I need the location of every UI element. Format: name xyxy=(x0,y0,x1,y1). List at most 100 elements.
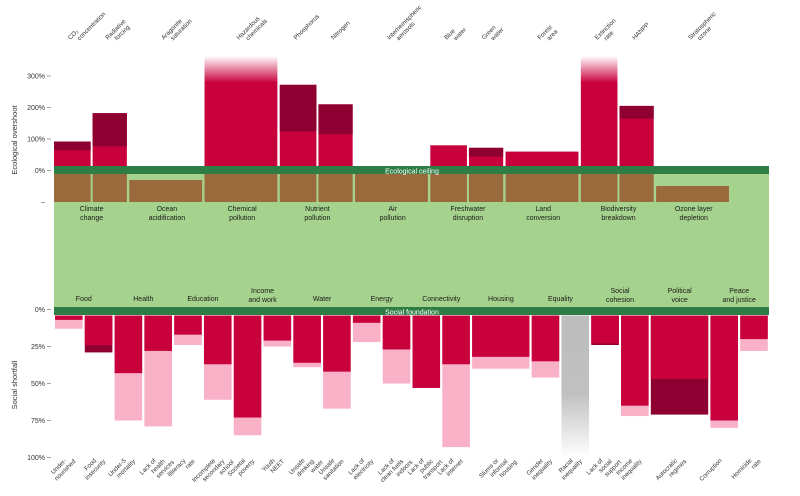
overshoot-bar-dark-segment xyxy=(279,84,317,132)
eco-indicator-label: Hazardouschemicals xyxy=(235,13,269,47)
boundary-pressure-block xyxy=(204,174,278,202)
boundary-pressure-block xyxy=(279,174,317,202)
social-indicator-label: YouthNEET xyxy=(261,453,286,478)
social-y-tick-label: 50% xyxy=(31,381,45,388)
eco-boundary-name: pollution xyxy=(304,215,330,222)
eco-boundary-name: Air xyxy=(388,206,397,213)
eco-boundary-name: conversion xyxy=(526,215,560,222)
social-indicator-label: Lack ofpublictransport xyxy=(407,449,445,487)
social-indicator-label: Autocraticregimes xyxy=(655,453,689,487)
social-indicator-label: Homiciderate xyxy=(730,453,763,486)
social-dimension-name: Education xyxy=(187,296,218,303)
shortfall-bar xyxy=(233,315,262,418)
social-indicator-label: Under-5mortality xyxy=(107,453,138,484)
social-foundation-band xyxy=(54,307,769,315)
eco-y-tick-label: 100% xyxy=(27,137,45,144)
eco-boundary-name: depletion xyxy=(680,215,709,222)
shortfall-bar xyxy=(114,315,143,374)
social-indicator-label-line: Homicide xyxy=(730,457,754,481)
overshoot-bar-faded-top xyxy=(204,56,278,83)
boundary-bands: Ecological ceiling Social foundation xyxy=(54,166,769,317)
shortfall-bar xyxy=(323,315,351,372)
shortfall-bar xyxy=(591,315,619,344)
shortfall-bar-gray xyxy=(561,315,590,458)
boundary-pressure-block xyxy=(468,174,504,202)
social-indicator-label: Lack ofinternet xyxy=(436,453,464,481)
eco-boundary-name: Nutrient xyxy=(305,206,330,213)
boundary-pressure-block xyxy=(580,174,618,202)
social-indicator-label: Slums orinformalhousing xyxy=(478,449,519,490)
shortfall-bar xyxy=(293,315,321,363)
eco-boundary-name: Ozone layer xyxy=(675,206,713,213)
boundary-pressure-block xyxy=(505,174,579,202)
shortfall-bar xyxy=(531,315,560,362)
eco-y-tick-below-ceiling: – xyxy=(41,199,45,206)
boundary-pressure-block xyxy=(656,186,729,202)
shortfall-bar xyxy=(472,315,530,357)
social-dimension-name: Peace xyxy=(729,288,749,295)
shortfall-bar xyxy=(144,315,172,351)
social-indicator-label: Incomeinequality xyxy=(615,453,644,482)
shortfall-bar xyxy=(382,315,411,350)
eco-indicator-label: Phosphorus xyxy=(293,13,321,41)
shortfall-bar xyxy=(84,315,113,346)
social-dimension-name: Water xyxy=(313,296,332,303)
shortfall-bar xyxy=(621,315,649,406)
eco-indicator-label: Radiativeforcing xyxy=(104,18,133,47)
social-indicator-label: Under-nourished xyxy=(48,453,78,483)
social-indicator-label: Corruption xyxy=(698,457,724,483)
social-indicator-label: Lack ofhealthservices xyxy=(139,449,176,486)
shortfall-bar xyxy=(650,315,709,380)
social-y-tick-label: 0% xyxy=(35,307,45,314)
eco-indicator-label: HANPP xyxy=(631,21,651,41)
eco-boundary-name: disruption xyxy=(453,215,483,222)
overshoot-bar xyxy=(505,151,579,171)
eco-boundary-name: Freshwater xyxy=(450,206,486,213)
social-indicator-label: Societalpoverty xyxy=(226,453,256,483)
social-indicator-label: Lack ofsocialsupport xyxy=(585,449,623,487)
social-dimension-name: Equality xyxy=(548,296,573,303)
overshoot-bar-dark-segment xyxy=(619,105,654,119)
eco-y-tick-label: 300% xyxy=(27,74,45,81)
overshoot-bar xyxy=(580,82,618,171)
overshoot-bar-dark-segment xyxy=(54,141,91,151)
shortfall-bar xyxy=(740,315,768,340)
shortfall-bar xyxy=(710,315,739,421)
shortfall-bar xyxy=(412,315,441,388)
boundary-pressure-block xyxy=(54,174,91,202)
boundary-pressure-block xyxy=(430,174,467,202)
eco-boundary-name: Biodiversity xyxy=(601,206,637,213)
social-dimension-name: and work xyxy=(248,297,277,304)
eco-boundary-name: acidification xyxy=(149,215,186,222)
social-indicator-label-line: rate xyxy=(750,458,763,471)
boundary-pressure-block xyxy=(355,174,428,202)
social-indicator-label: Genderinequality xyxy=(525,453,554,482)
eco-indicator-label: Stratosphericozone xyxy=(687,11,723,47)
eco-indicator-label: Extinctionrate xyxy=(594,17,623,46)
ecological-ceiling-label: Ecological ceiling xyxy=(385,169,439,176)
shortfall-bar xyxy=(203,315,232,365)
shortfall-bar xyxy=(174,315,202,335)
axes-layer: Ecological overshoot Social shortfall – … xyxy=(10,74,51,462)
eco-y-tick-label: 200% xyxy=(27,105,45,112)
social-foundation-label: Social foundation xyxy=(385,310,439,317)
eco-boundary-name: Chemical xyxy=(228,206,258,213)
social-dimension-name: voice xyxy=(671,297,687,304)
eco-indicator-label: Bluewater xyxy=(443,22,468,47)
eco-boundary-name: pollution xyxy=(380,215,406,222)
shortfall-bar xyxy=(55,315,83,320)
eco-indicator-label: CO₂concentration xyxy=(67,6,108,47)
social-dimension-name: Social xyxy=(611,288,631,295)
eco-y-tick-label: 0% xyxy=(35,168,45,175)
eco-indicator-label-line: water xyxy=(452,26,468,42)
social-indicator-label: Unsafesanitation xyxy=(317,453,346,482)
eco-boundary-name: pollution xyxy=(229,215,255,222)
social-y-tick-label: 100% xyxy=(27,455,45,462)
social-y-tick-label: 75% xyxy=(31,418,45,425)
social-dimension-name: and justice xyxy=(722,297,756,304)
eco-boundary-name: Ocean xyxy=(157,206,178,213)
eco-indicator-label: Greenwater xyxy=(481,22,506,47)
eco-boundary-name: change xyxy=(80,215,103,222)
eco-indicator-label: Aragonitesaturation xyxy=(160,13,194,47)
eco-boundary-name: Climate xyxy=(80,206,104,213)
